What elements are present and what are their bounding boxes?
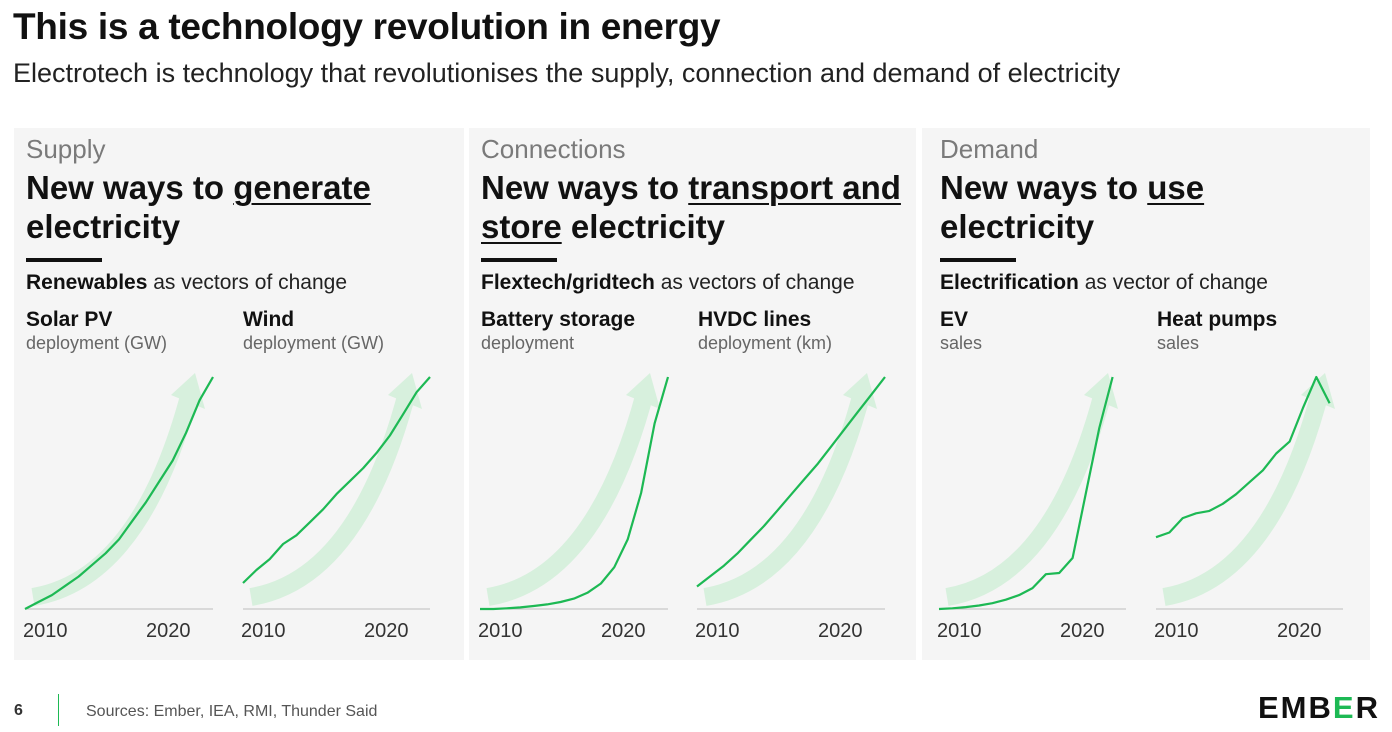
footer-divider: [58, 694, 59, 726]
x-tick-label: 2010: [23, 620, 68, 642]
chart-title: Battery storage: [481, 308, 636, 331]
x-tick-label: 2020: [601, 620, 646, 642]
divider: [26, 258, 102, 262]
trend-arrow-head: [388, 373, 422, 409]
trend-arrow-head: [171, 373, 205, 409]
panel-headline: New ways to use electricity: [940, 169, 1205, 245]
chart-header-solar: Solar PV deployment (GW): [26, 308, 226, 354]
chart-title: Solar PV: [26, 308, 113, 331]
panel-vector: Electrification as vector of change: [940, 271, 1268, 294]
series-line: [938, 376, 1114, 611]
panel-vector: Renewables as vectors of change: [26, 271, 348, 294]
chart-header-battery: Battery storage deployment: [481, 308, 681, 354]
x-tick-label: 2020: [818, 620, 863, 642]
x-tick-label: 2010: [478, 620, 523, 642]
panel-category: Demand: [940, 134, 1039, 164]
x-tick-label: 2010: [1154, 620, 1199, 642]
x-tick-label: 2020: [364, 620, 409, 642]
chart-title: HVDC lines: [698, 308, 812, 331]
chart-subtitle: sales: [940, 333, 983, 353]
sources-note: Sources: Ember, IEA, RMI, Thunder Said: [86, 703, 378, 720]
panel-headline: New ways to generate electricity: [26, 169, 371, 245]
x-tick-label: 2020: [1277, 620, 1322, 642]
chart-title: Wind: [243, 308, 295, 331]
trend-arrow-shaft: [1162, 386, 1330, 606]
headline-underlined: use: [1147, 169, 1205, 206]
chart-header-ev: EV sales: [940, 308, 1140, 354]
chart-subtitle: deployment (km): [698, 333, 833, 353]
x-tick-label: 2010: [937, 620, 982, 642]
series-line: [696, 376, 886, 588]
trend-arrow-shaft: [249, 386, 417, 606]
chart-subtitle: sales: [1157, 333, 1200, 353]
headline-underlined: generate: [233, 169, 371, 206]
trend-arrow-head: [1084, 373, 1118, 409]
x-tick-label: 2010: [695, 620, 740, 642]
chart-header-heatpumps: Heat pumps sales: [1157, 308, 1357, 354]
trend-arrow-shaft: [703, 386, 872, 606]
trend-arrow-shaft: [486, 386, 655, 606]
panel-category: Connections: [481, 134, 626, 164]
x-tick-label: 2020: [1060, 620, 1105, 642]
panel-headline: New ways to transport and store electric…: [481, 169, 901, 245]
chart-title: EV: [940, 308, 969, 331]
trend-arrow-shaft: [945, 386, 1113, 606]
panel-category: Supply: [26, 134, 106, 164]
series-line: [242, 376, 431, 584]
divider: [481, 258, 557, 262]
trend-arrow-head: [626, 373, 660, 409]
page-title: This is a technology revolution in energ…: [13, 6, 721, 47]
series-line: [1155, 375, 1331, 539]
divider: [940, 258, 1016, 262]
series-line: [480, 376, 670, 611]
page-number: 6: [14, 702, 23, 719]
trend-arrow-head: [1301, 373, 1335, 409]
chart-title: Heat pumps: [1157, 308, 1278, 331]
trend-arrow-shaft: [31, 386, 200, 606]
chart-subtitle: deployment (GW): [26, 333, 168, 353]
series-line: [24, 376, 214, 610]
x-tick-label: 2010: [241, 620, 286, 642]
chart-header-hvdc: HVDC lines deployment (km): [698, 308, 898, 354]
x-tick-label: 2020: [146, 620, 191, 642]
chart-subtitle: deployment (GW): [243, 333, 385, 353]
headline-underlined: transport and store: [481, 169, 901, 245]
page-subtitle: Electrotech is technology that revolutio…: [13, 58, 1121, 88]
panel-vector: Flextech/gridtech as vectors of change: [481, 271, 855, 294]
supply-panel: Supply New ways to generate electricity …: [14, 128, 464, 660]
ember-logo: EMBER: [1258, 690, 1380, 725]
chart-header-wind: Wind deployment (GW): [243, 308, 443, 354]
chart-subtitle: deployment: [481, 333, 575, 353]
